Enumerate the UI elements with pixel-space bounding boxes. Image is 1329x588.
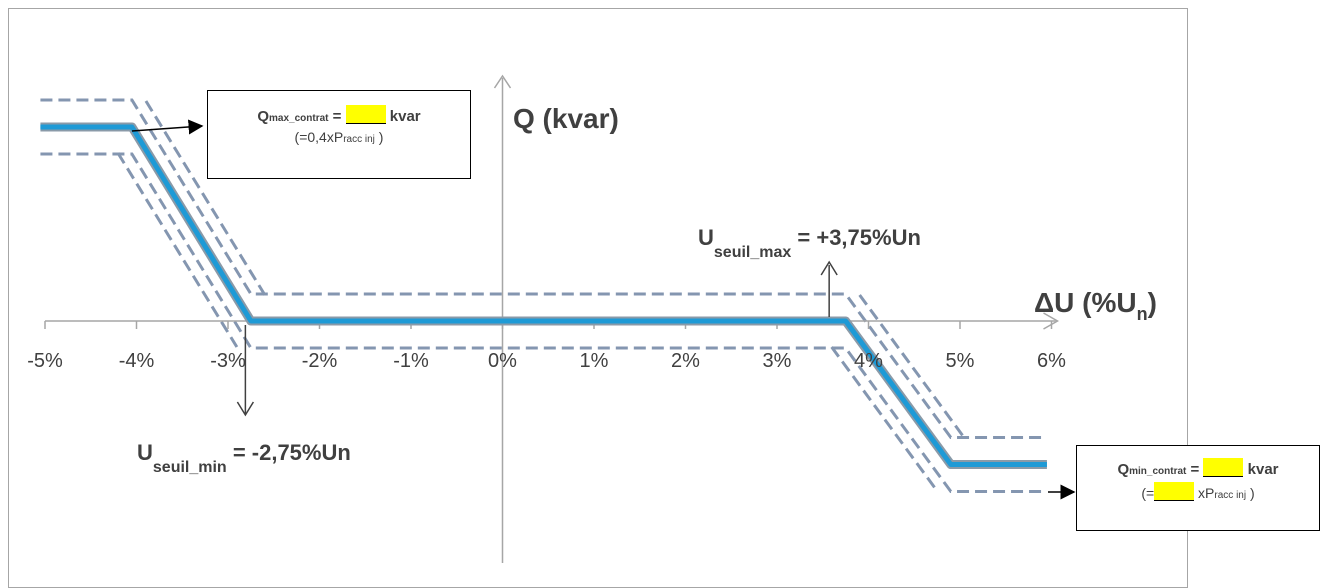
x-tick-label: 6% [1037, 350, 1066, 372]
qmin-line2: (= xPracc inj ) [1077, 482, 1319, 501]
tick-labels: -5% -4% -3% -2% -1% 0% 1% 2% 3% 4% 5% 6% [27, 350, 1066, 372]
y-axis-label: Q (kvar) [513, 103, 619, 134]
x-tick-label: 0% [488, 350, 517, 372]
x-tick-label: 1% [580, 350, 609, 372]
useuil-max-label: Useuil_max = +3,75%Un [698, 225, 921, 261]
qmin-line1: Qmin_contrat = kvar [1077, 458, 1319, 478]
qmax-box: Qmax_contrat = kvar (=0,4xPracc inj ) [207, 90, 471, 179]
qmax-pointer-arrow [132, 126, 202, 131]
x-tick-label: -2% [302, 350, 338, 372]
useuil-min-label: Useuil_min = -2,75%Un [137, 440, 351, 476]
x-tick-label: -3% [210, 350, 246, 372]
x-tick-label: 2% [671, 350, 700, 372]
x-tick-label: -5% [27, 350, 63, 372]
x-tick-label: -1% [393, 350, 429, 372]
series-line [40, 127, 1047, 465]
x-tick-label: -4% [119, 350, 155, 372]
qmin-factor-blank[interactable] [1154, 482, 1194, 501]
series-shadow [40, 127, 1047, 465]
x-tick-label: 3% [763, 350, 792, 372]
qmin-value-blank[interactable] [1203, 458, 1243, 477]
x-tick-label: 5% [946, 350, 975, 372]
qmin-box: Qmin_contrat = kvar (= xPracc inj ) [1076, 445, 1320, 531]
threshold-arrows [237, 262, 837, 415]
tolerance-band [40, 100, 1047, 492]
qmax-value-blank[interactable] [346, 105, 386, 124]
qmax-line1: Qmax_contrat = kvar [208, 105, 470, 125]
qmax-line2: (=0,4xPracc inj ) [208, 129, 470, 145]
tolerance-band-slope [118, 153, 237, 347]
series-layer [40, 127, 1047, 465]
x-tick-label: 4% [854, 350, 883, 372]
